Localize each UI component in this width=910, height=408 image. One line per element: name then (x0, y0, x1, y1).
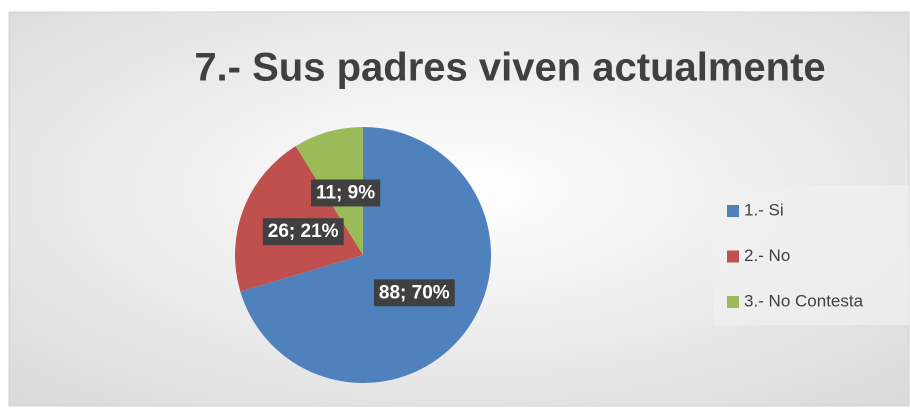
legend-label: 1.- Si (744, 200, 784, 219)
pie-slice (240, 127, 491, 383)
data-label-box (373, 279, 455, 307)
legend-swatch (727, 250, 739, 263)
legend-label: 3.- No Contesta (744, 291, 864, 310)
data-label: 88; 70% (379, 282, 450, 303)
legend-label: 2.- No (744, 246, 790, 265)
legend-box (713, 185, 909, 325)
data-label: 26; 21% (268, 221, 339, 242)
legend-swatch (727, 205, 739, 217)
legend-swatch (727, 296, 739, 308)
chart-title: 7.- Sus padres viven actualmente (194, 46, 825, 90)
data-label: 11; 9% (316, 182, 375, 203)
data-label-box (310, 179, 381, 207)
data-label-box (262, 218, 344, 246)
